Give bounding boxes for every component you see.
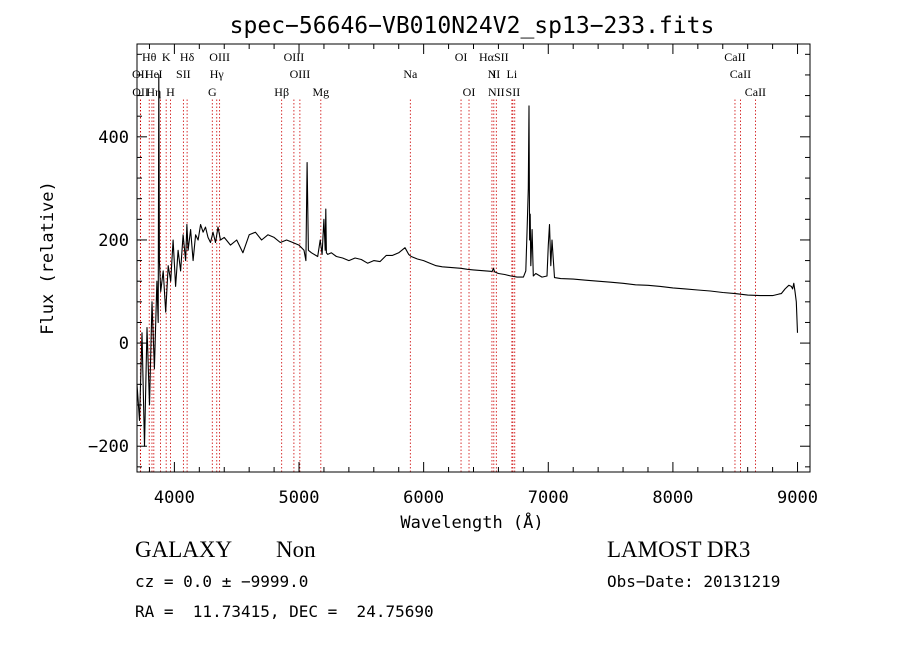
line-label: Hθ <box>142 50 157 64</box>
line-label: OI <box>455 50 468 64</box>
line-label: OIII <box>284 50 305 64</box>
line-label: Hγ <box>210 67 225 81</box>
line-label: CaII <box>745 85 766 99</box>
x-tick-label: 8000 <box>652 488 693 508</box>
line-label: OI <box>463 85 476 99</box>
line-label: OIII <box>209 50 230 64</box>
line-label: N <box>488 67 497 81</box>
line-label: SII <box>506 85 521 99</box>
survey-label: LAMOST DR3 <box>607 537 751 562</box>
spectrum-chart: spec−56646−VB010N24V2_sp13−233.fits Hθ K H… <box>38 13 818 533</box>
line-label: Hδ <box>180 50 195 64</box>
line-label: Hβ <box>274 85 289 99</box>
x-tick-label: 4000 <box>154 488 195 508</box>
line-label: He <box>145 67 159 81</box>
y-axis-label: Flux (relative) <box>38 181 58 335</box>
x-tick-label: 7000 <box>528 488 569 508</box>
redshift-line: cz = 0.0 ± −9999.0 <box>135 572 309 591</box>
line-label: OIII <box>290 67 311 81</box>
x-tick-label: 6000 <box>403 488 444 508</box>
x-axis: 4000 5000 6000 7000 8000 9000 <box>148 44 818 508</box>
line-label: SII <box>176 67 191 81</box>
y-tick-label: 400 <box>98 128 129 148</box>
y-tick-label: −200 <box>88 437 129 457</box>
line-label: OII <box>132 67 149 81</box>
line-markers <box>139 99 756 472</box>
y-tick-label: 0 <box>119 334 129 354</box>
line-label: CaII <box>724 50 745 64</box>
object-class: GALAXY <box>135 537 233 562</box>
line-label: Na <box>403 67 418 81</box>
line-label: K <box>162 50 171 64</box>
line-label: Mg <box>312 85 329 99</box>
line-label: CaII <box>730 67 751 81</box>
chart-title: spec−56646−VB010N24V2_sp13−233.fits <box>230 13 715 39</box>
line-label: G <box>208 85 217 99</box>
y-tick-label: 200 <box>98 231 129 251</box>
line-label: Hη <box>146 85 161 99</box>
line-label: OII <box>132 85 149 99</box>
line-label: I <box>159 67 163 81</box>
line-label: H <box>166 85 175 99</box>
object-subclass: Non <box>276 537 316 562</box>
coordinates-line: RA = 11.73415, DEC = 24.75690 <box>135 602 434 621</box>
line-label: NII <box>488 85 505 99</box>
x-axis-label: Wavelength (Å) <box>400 511 543 533</box>
line-label: HαSII <box>479 50 509 64</box>
line-label: Li <box>507 67 518 81</box>
y-axis: −200 0 200 400 <box>88 53 810 468</box>
observation-date: Obs−Date: 20131219 <box>607 572 781 591</box>
spectrum-line <box>136 74 799 447</box>
x-tick-label: 5000 <box>279 488 320 508</box>
line-label: II <box>492 67 500 81</box>
x-tick-label: 9000 <box>777 488 818 508</box>
plot-frame <box>136 43 811 473</box>
